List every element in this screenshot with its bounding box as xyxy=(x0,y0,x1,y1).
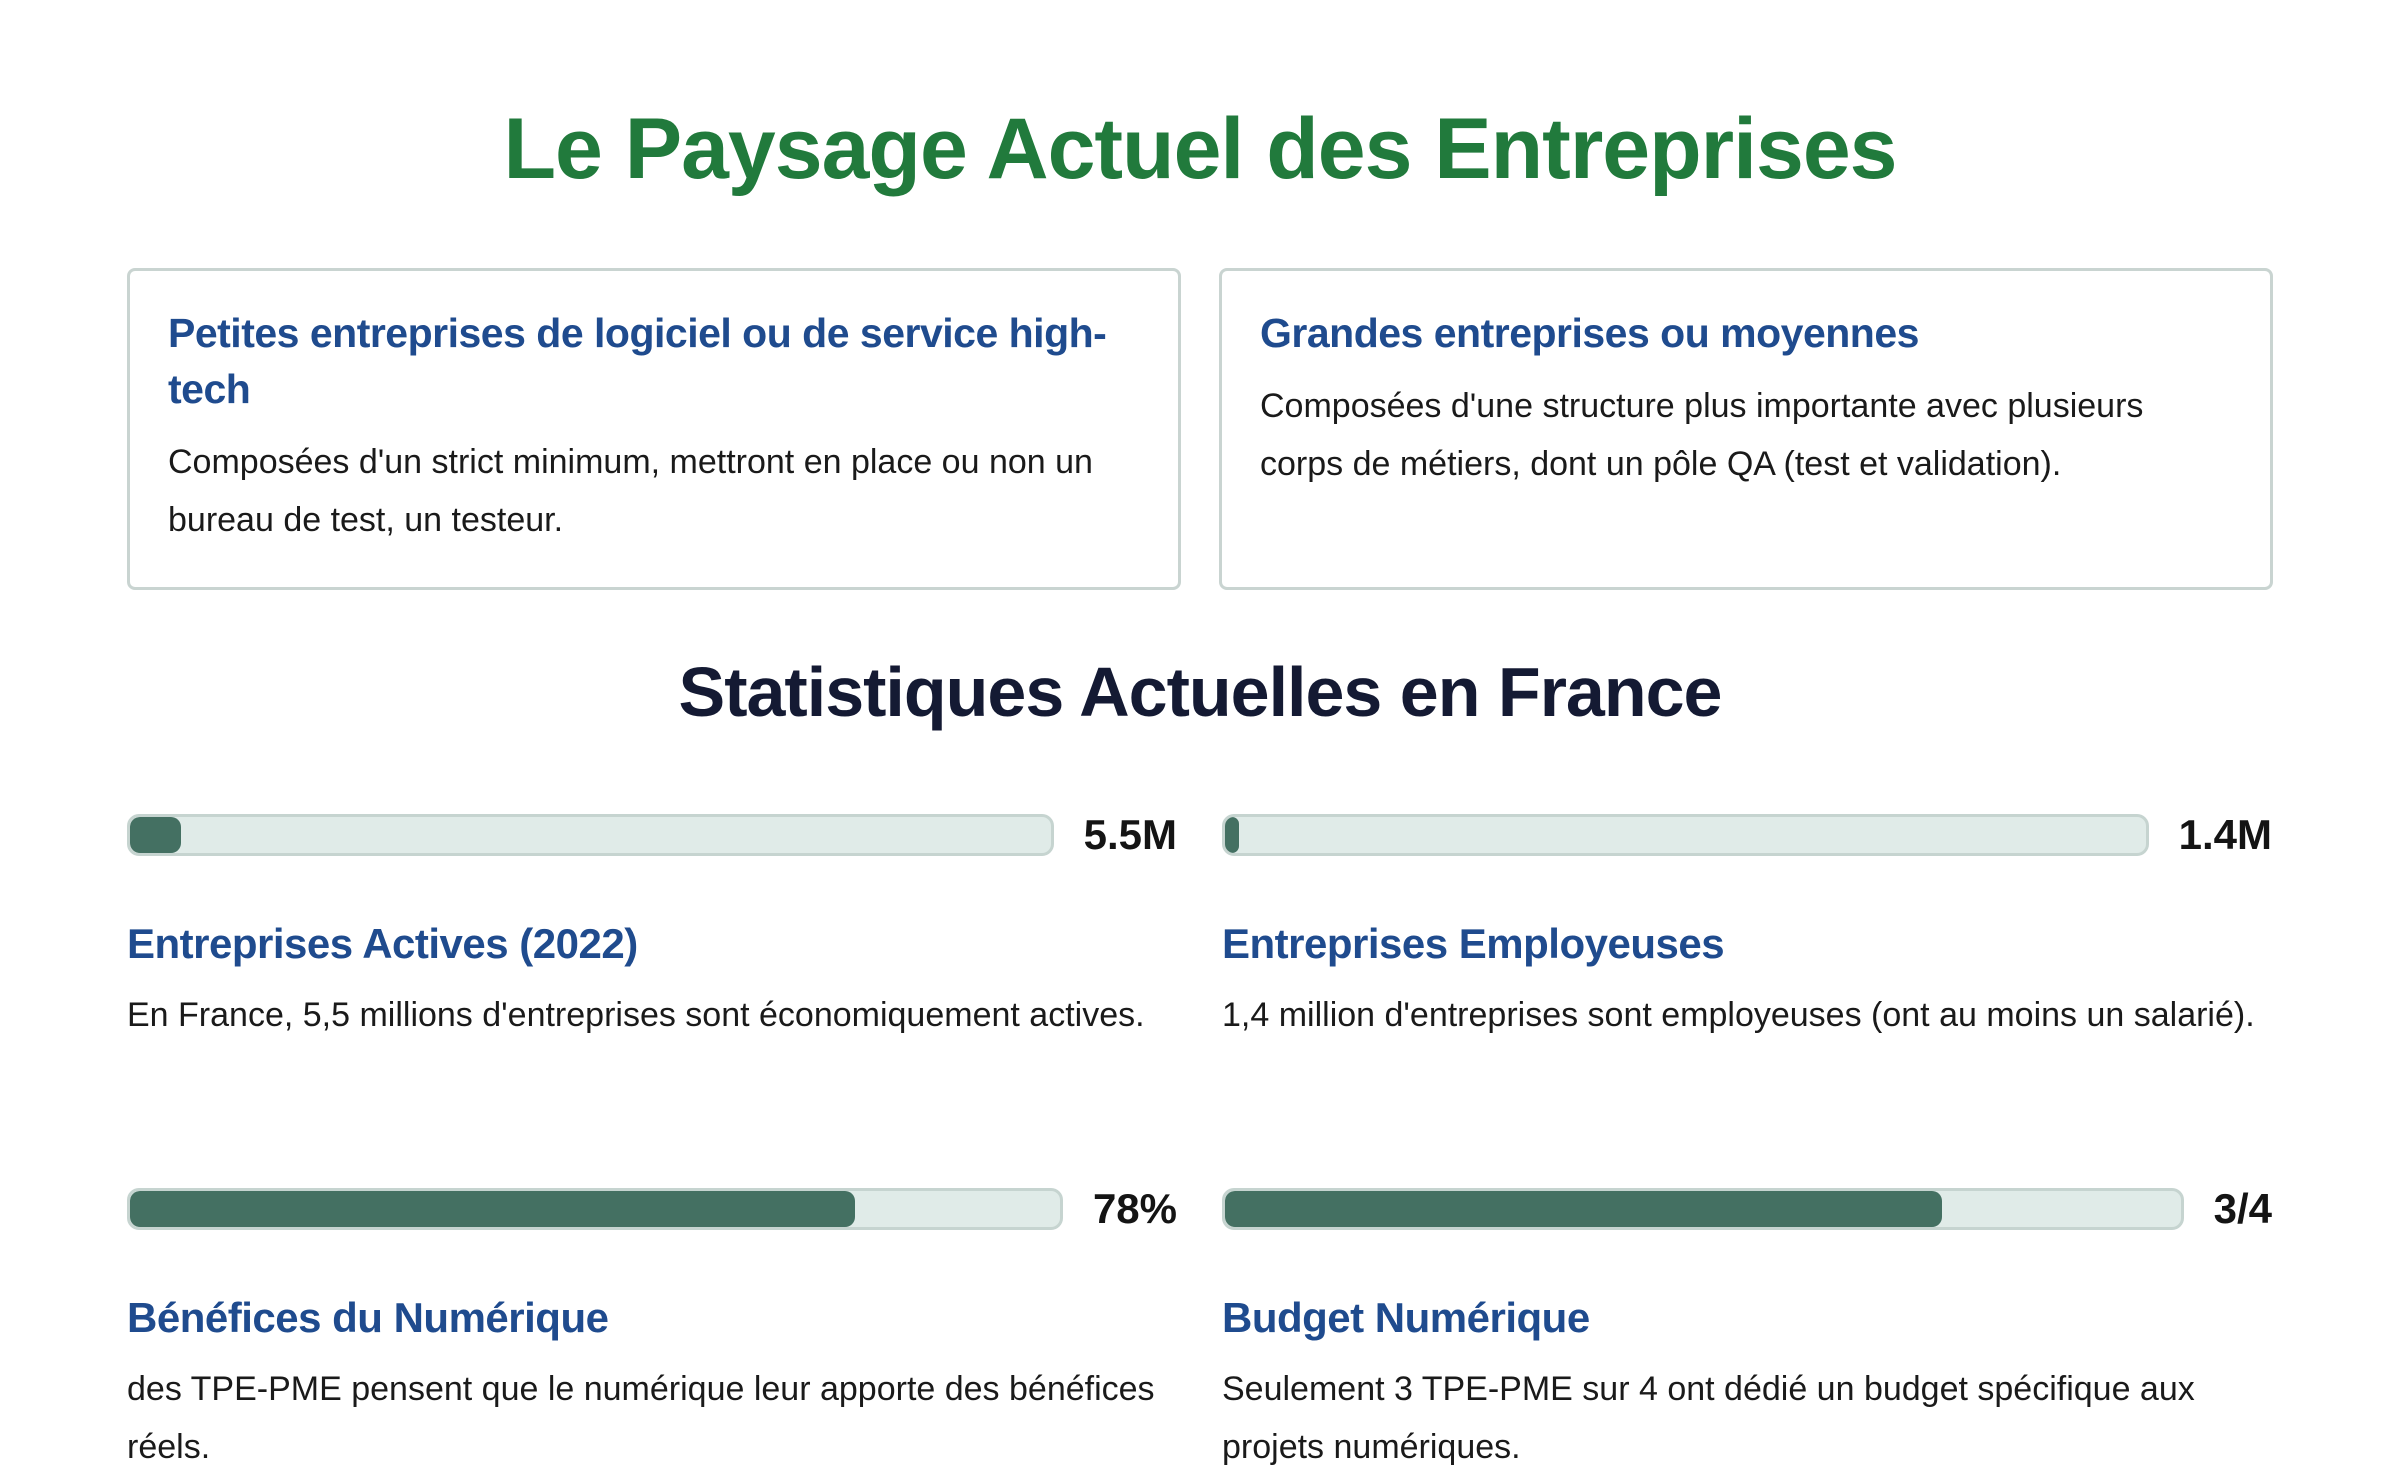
stat-title: Entreprises Employeuses xyxy=(1222,920,1725,967)
stat-digital-budget: 3/4 Budget Numérique Seulement 3 TPE-PME… xyxy=(1222,1185,2272,1476)
card-large-companies: Grandes entreprises ou moyennes Composée… xyxy=(1219,268,2273,590)
stat-title: Budget Numérique xyxy=(1222,1294,1590,1341)
progress-bar xyxy=(1222,1188,2184,1230)
progress-fill xyxy=(130,817,181,853)
page-title: Le Paysage Actuel des Entreprises xyxy=(503,101,1897,197)
progress-fill xyxy=(1225,1191,1942,1227)
stat-value: 1.4M xyxy=(2178,811,2272,858)
progress-fill xyxy=(130,1191,856,1227)
stat-value: 5.5M xyxy=(1083,811,1177,858)
progress-bar xyxy=(127,1188,1063,1230)
stat-text: En France, 5,5 millions d'entreprises so… xyxy=(127,996,1145,1034)
stat-active-companies: 5.5M Entreprises Actives (2022) En Franc… xyxy=(127,811,1177,1044)
card-text: Composées d'un strict minimum, mettront … xyxy=(168,443,1093,539)
card-text: Composées d'une structure plus important… xyxy=(1260,387,2144,483)
card-heading: Grandes entreprises ou moyennes xyxy=(1260,310,1919,356)
stat-employer-companies: 1.4M Entreprises Employeuses 1,4 million… xyxy=(1222,811,2272,1044)
progress-bar xyxy=(1222,814,2149,856)
stat-text: Seulement 3 TPE-PME sur 4 ont dédié un b… xyxy=(1222,1370,2195,1466)
stat-title: Entreprises Actives (2022) xyxy=(127,920,638,967)
card-heading: Petites entreprises de logiciel ou de se… xyxy=(168,310,1107,412)
stat-value: 78% xyxy=(1092,1185,1177,1232)
stat-value: 3/4 xyxy=(2213,1185,2272,1232)
stat-text: 1,4 million d'entreprises sont employeus… xyxy=(1222,996,2255,1034)
stat-text: des TPE-PME pensent que le numérique leu… xyxy=(127,1370,1155,1466)
stats-title: Statistiques Actuelles en France xyxy=(678,653,1723,731)
stat-digital-benefits: 78% Bénéfices du Numérique des TPE-PME p… xyxy=(127,1185,1177,1476)
card-small-companies: Petites entreprises de logiciel ou de se… xyxy=(127,268,1181,590)
stat-title: Bénéfices du Numérique xyxy=(127,1294,609,1341)
progress-bar xyxy=(127,814,1054,856)
progress-fill xyxy=(1225,817,1239,853)
